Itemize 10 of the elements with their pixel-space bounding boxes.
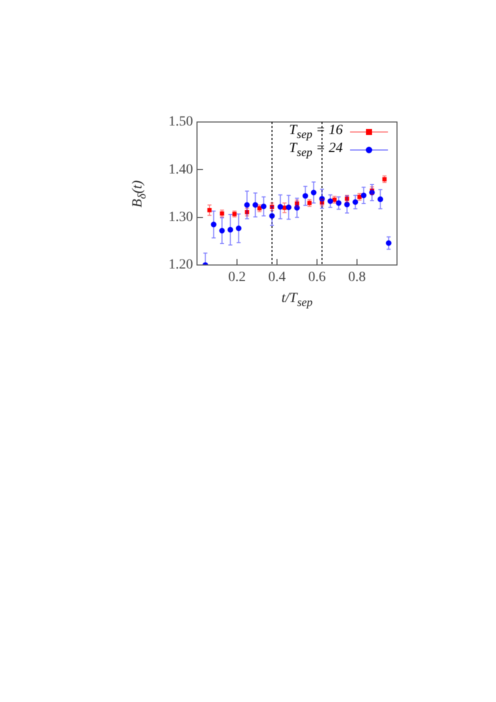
x-axis-title: t/T$_{sep}$ (282, 291, 313, 309)
x-tick-label: 0.2 (228, 270, 246, 286)
legend-label: T$_{sep}$ = 24 (289, 141, 343, 159)
x-tick-label: 0.6 (308, 270, 326, 286)
x-tick-label: 0.4 (268, 270, 286, 286)
x-tick-label: 0.8 (348, 270, 366, 286)
y-tick-label: 1.30 (168, 210, 193, 226)
y-tick-label: 1.20 (168, 258, 193, 273)
y-tick-label: 1.50 (168, 114, 193, 130)
y-tick-label: 1.40 (168, 162, 193, 178)
